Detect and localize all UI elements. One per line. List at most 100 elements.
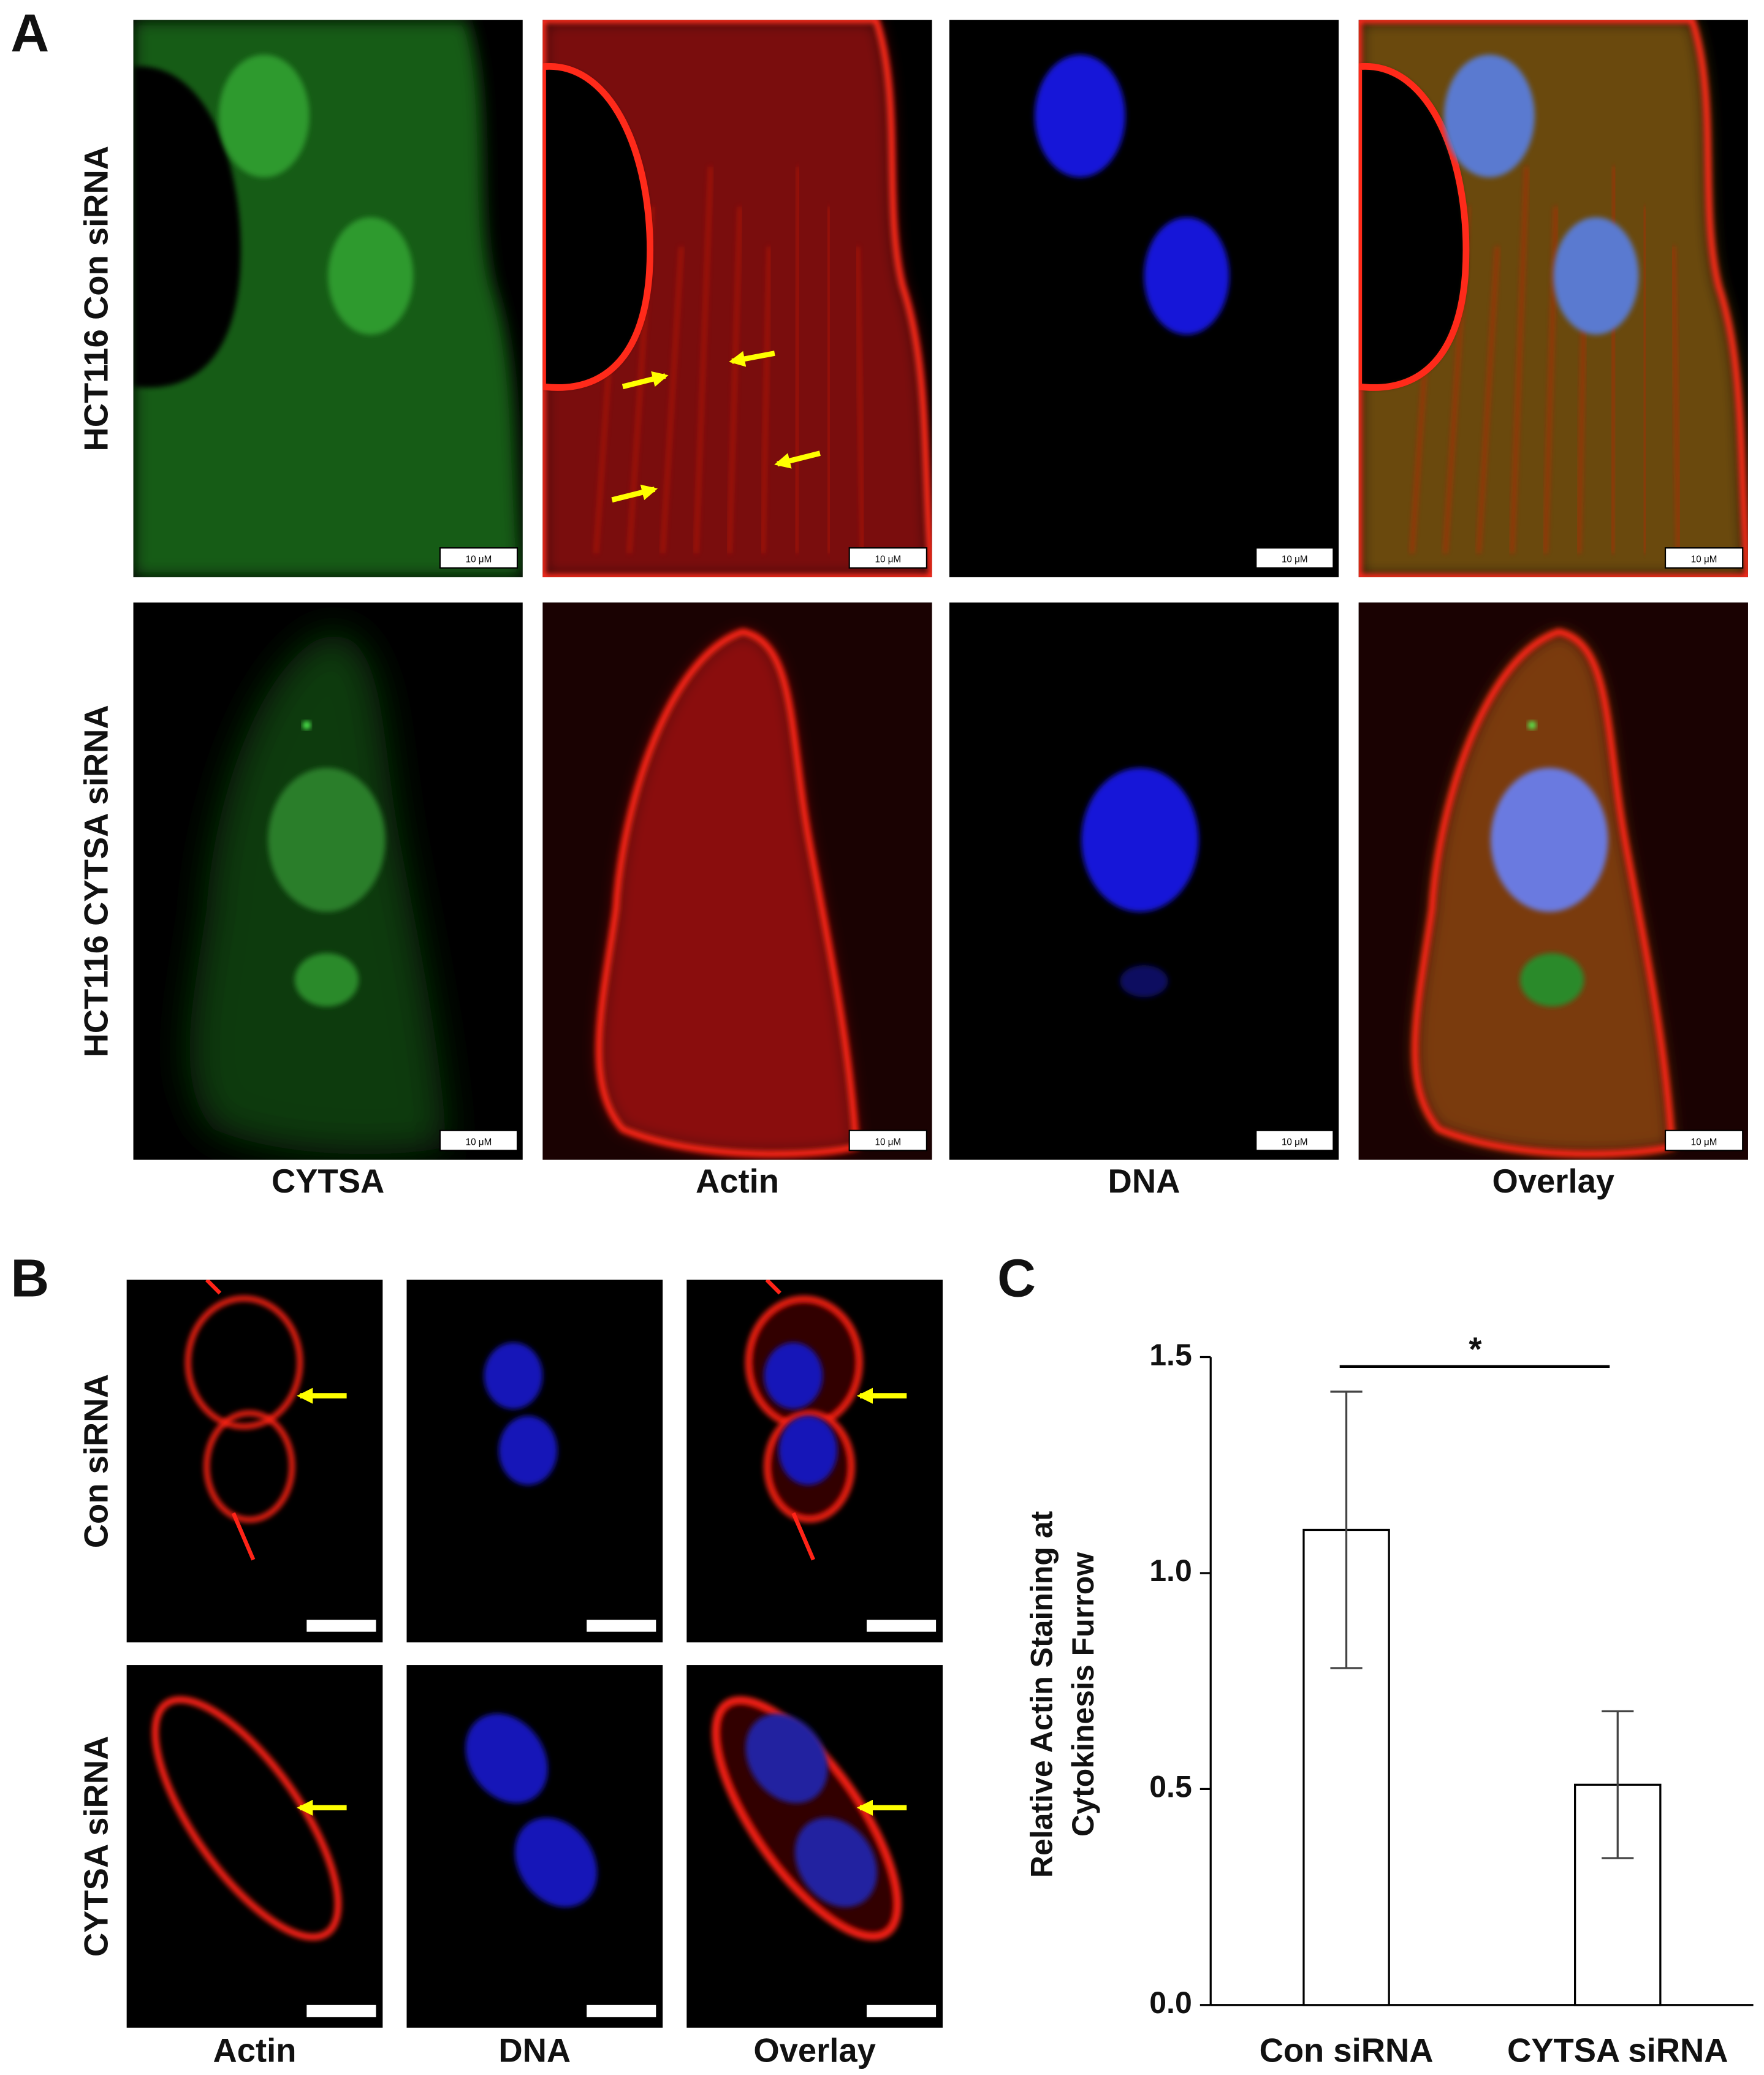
- micrographs: 10 μM 10 μM 10 μM 10 μM 10 μM 10 μM 10 μM 10 μM: [126, 20, 1748, 2028]
- micrograph: 10 μM: [542, 602, 932, 1160]
- image-content: [465, 1713, 656, 2017]
- scale-bar-label: 10 μM: [466, 1137, 492, 1147]
- scale-bar: [587, 1620, 656, 1632]
- actin-fiber: [826, 207, 831, 553]
- actin-fiber: [694, 166, 712, 553]
- scale-bar: [306, 1620, 376, 1632]
- arrow: [729, 351, 775, 367]
- micrograph: 10 μM: [949, 602, 1339, 1160]
- scale-bar: [866, 2005, 937, 2017]
- scale-bar-label: 10 μM: [466, 555, 492, 565]
- nucleus: [268, 768, 386, 912]
- scale-bar: [848, 547, 927, 569]
- column-label: DNA: [498, 2031, 571, 2069]
- scale-bar: [1664, 1129, 1744, 1151]
- image-content: [484, 1342, 656, 1632]
- micrograph: 10 μM: [133, 20, 523, 577]
- nucleus: [1081, 768, 1199, 912]
- image-content: 10 μM: [1081, 768, 1334, 1151]
- image-content: [712, 1696, 937, 2017]
- panel-label: C: [997, 1249, 1036, 1308]
- actin: [542, 63, 653, 391]
- cytoplasm: [599, 632, 856, 1155]
- y-tick-label: 1.5: [1149, 1338, 1192, 1372]
- cell-tail: [205, 1280, 256, 1561]
- nucleus: [1035, 55, 1126, 178]
- scale-bar-label: 10 μM: [875, 1137, 901, 1147]
- scale-bar-label: 10 μM: [1691, 555, 1717, 565]
- arrow: [622, 371, 669, 390]
- x-tick-label: CYTSA siRNA: [1507, 2031, 1728, 2069]
- micrograph: [686, 1665, 943, 2028]
- panel-label: A: [10, 4, 49, 63]
- column-label: Overlay: [1492, 1163, 1615, 1200]
- y-axis-title: Relative Actin Staining at: [1025, 1511, 1059, 1878]
- puncta: [1527, 721, 1537, 729]
- scale-bar-label: 10 μM: [1282, 555, 1308, 565]
- nucleus: [465, 1713, 548, 1804]
- scale-bar: [1255, 1129, 1334, 1151]
- actin-fiber: [794, 166, 800, 553]
- arrow: [611, 484, 658, 503]
- actin-fiber: [1510, 166, 1528, 553]
- scale-bar: [866, 1620, 937, 1632]
- column-label: CYTSA: [272, 1163, 384, 1200]
- scale-bar: [848, 1129, 927, 1151]
- micrograph: 10 μM: [133, 602, 523, 1160]
- panel-label: B: [10, 1249, 49, 1308]
- cell-outline: [203, 1410, 295, 1523]
- actin: [595, 628, 860, 1158]
- image-content: 10 μM: [1035, 55, 1334, 569]
- nucleus: [764, 1342, 823, 1409]
- scale-bar: [1255, 547, 1334, 569]
- actin: [1358, 63, 1470, 391]
- significance-marker: *: [1469, 1330, 1482, 1368]
- actin-fiber: [1477, 246, 1499, 553]
- column-label: Actin: [696, 1163, 779, 1200]
- labels: CYTSA Actin DNA Overlay HCT116 Con siRNA HCT1…: [77, 146, 1614, 2069]
- image-content: 10 μM: [1358, 602, 1748, 1160]
- hole: [542, 66, 650, 388]
- column-label: DNA: [1108, 1163, 1180, 1200]
- nucleus: [1519, 953, 1584, 1007]
- y-tick-label: 1.0: [1149, 1553, 1192, 1588]
- puncta: [302, 721, 311, 729]
- image-content: [151, 1696, 376, 2017]
- micrograph: [126, 1665, 383, 2028]
- nucleus: [218, 55, 310, 178]
- nucleus: [1120, 965, 1168, 998]
- nucleus: [484, 1342, 543, 1409]
- micrograph: [406, 1280, 663, 1643]
- nucleus: [1443, 55, 1535, 178]
- nucleus: [514, 1817, 598, 1908]
- nucleus: [794, 1817, 878, 1908]
- nucleus: [328, 217, 414, 335]
- row-label: Con siRNA: [77, 1374, 115, 1548]
- nucleus: [498, 1416, 558, 1485]
- scale-bar: [306, 2005, 376, 2017]
- column-label: Actin: [213, 2031, 297, 2069]
- nucleus: [1144, 217, 1230, 335]
- scale-bar: [439, 1129, 519, 1151]
- image-content: 10 μM: [189, 632, 519, 1155]
- image-background: [126, 1280, 383, 1643]
- cell-tail: [765, 1280, 815, 1561]
- micrograph: [126, 1280, 383, 1643]
- nucleus: [294, 953, 359, 1007]
- image-background: [126, 1665, 383, 2028]
- scale-bar-label: 10 μM: [1282, 1137, 1308, 1147]
- bar-chart: 0.0 0.5 1.0 1.5 Relative Actin Staining at Cy…: [1025, 1330, 1754, 2069]
- cell-outline: [185, 1295, 303, 1430]
- scale-bar-label: 10 μM: [1691, 1137, 1717, 1147]
- micrograph: 10 μM: [1358, 602, 1748, 1160]
- actin: [1358, 20, 1748, 577]
- image-content: [745, 1280, 937, 1632]
- micrograph: 10 μM: [542, 20, 932, 577]
- image-content: 10 μM: [133, 20, 523, 577]
- scale-bar: [587, 2005, 656, 2017]
- micrograph: 10 μM: [949, 20, 1339, 577]
- y-axis-title: Cytokinesis Furrow: [1066, 1552, 1100, 1837]
- image-content: 10 μM: [542, 20, 932, 577]
